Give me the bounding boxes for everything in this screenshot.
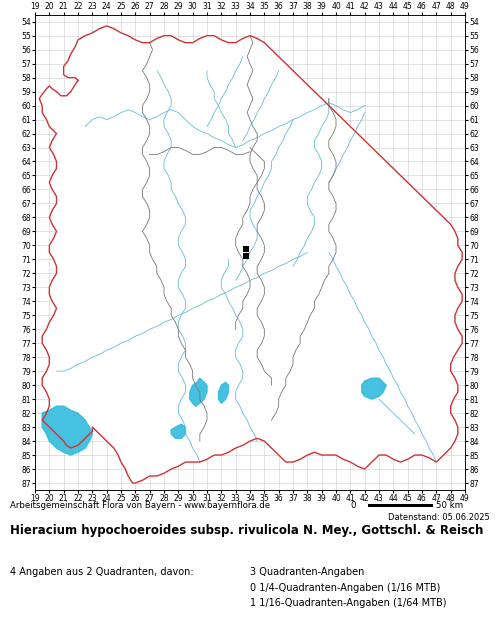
Polygon shape bbox=[42, 406, 92, 455]
Text: 1 1/16-Quadranten-Angaben (1/64 MTB): 1 1/16-Quadranten-Angaben (1/64 MTB) bbox=[250, 598, 446, 608]
Text: Hieracium hypochoeroides subsp. rivulicola N. Mey., Gottschl. & Reisch: Hieracium hypochoeroides subsp. rivulico… bbox=[10, 524, 484, 537]
Text: 0 1/4-Quadranten-Angaben (1/16 MTB): 0 1/4-Quadranten-Angaben (1/16 MTB) bbox=[250, 583, 440, 593]
Polygon shape bbox=[218, 383, 228, 404]
Polygon shape bbox=[171, 424, 186, 438]
Text: 50 km: 50 km bbox=[436, 501, 463, 510]
Polygon shape bbox=[40, 26, 462, 483]
Text: 4 Angaben aus 2 Quadranten, davon:: 4 Angaben aus 2 Quadranten, davon: bbox=[10, 567, 194, 577]
Text: Datenstand: 05.06.2025: Datenstand: 05.06.2025 bbox=[388, 513, 490, 523]
Polygon shape bbox=[362, 378, 386, 399]
Text: Arbeitsgemeinschaft Flora von Bayern - www.bayernflora.de: Arbeitsgemeinschaft Flora von Bayern - w… bbox=[10, 501, 270, 510]
Text: 0: 0 bbox=[350, 501, 356, 510]
Polygon shape bbox=[190, 378, 207, 406]
Text: 3 Quadranten-Angaben: 3 Quadranten-Angaben bbox=[250, 567, 364, 577]
